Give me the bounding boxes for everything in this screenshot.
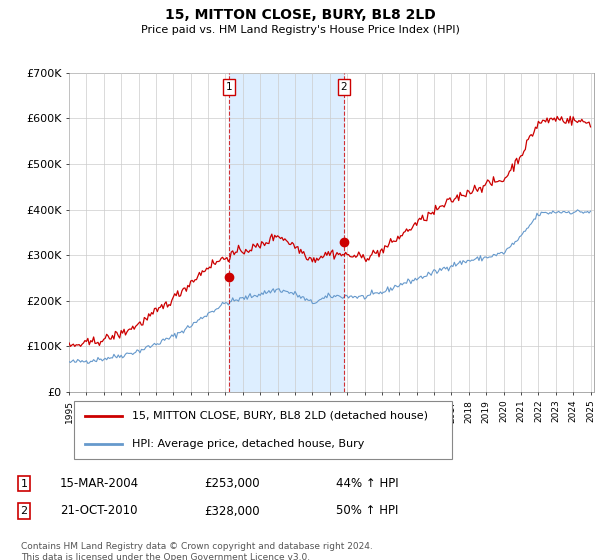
Text: 21-OCT-2010: 21-OCT-2010 — [60, 505, 137, 517]
Text: 1: 1 — [20, 479, 28, 488]
Bar — [229, 73, 344, 392]
Text: £328,000: £328,000 — [204, 505, 260, 517]
Text: Price paid vs. HM Land Registry's House Price Index (HPI): Price paid vs. HM Land Registry's House … — [140, 25, 460, 35]
Text: HPI: Average price, detached house, Bury: HPI: Average price, detached house, Bury — [132, 439, 364, 449]
Text: 2: 2 — [340, 82, 347, 92]
Text: 15-MAR-2004: 15-MAR-2004 — [60, 477, 139, 490]
Text: 44% ↑ HPI: 44% ↑ HPI — [336, 477, 398, 490]
Text: 15, MITTON CLOSE, BURY, BL8 2LD (detached house): 15, MITTON CLOSE, BURY, BL8 2LD (detache… — [132, 410, 428, 421]
Text: Contains HM Land Registry data © Crown copyright and database right 2024.
This d: Contains HM Land Registry data © Crown c… — [21, 542, 373, 560]
Text: 1: 1 — [226, 82, 232, 92]
Text: 50% ↑ HPI: 50% ↑ HPI — [336, 505, 398, 517]
Text: 2: 2 — [20, 506, 28, 516]
Text: 15, MITTON CLOSE, BURY, BL8 2LD: 15, MITTON CLOSE, BURY, BL8 2LD — [164, 8, 436, 22]
Text: £253,000: £253,000 — [204, 477, 260, 490]
Bar — [74, 401, 452, 459]
